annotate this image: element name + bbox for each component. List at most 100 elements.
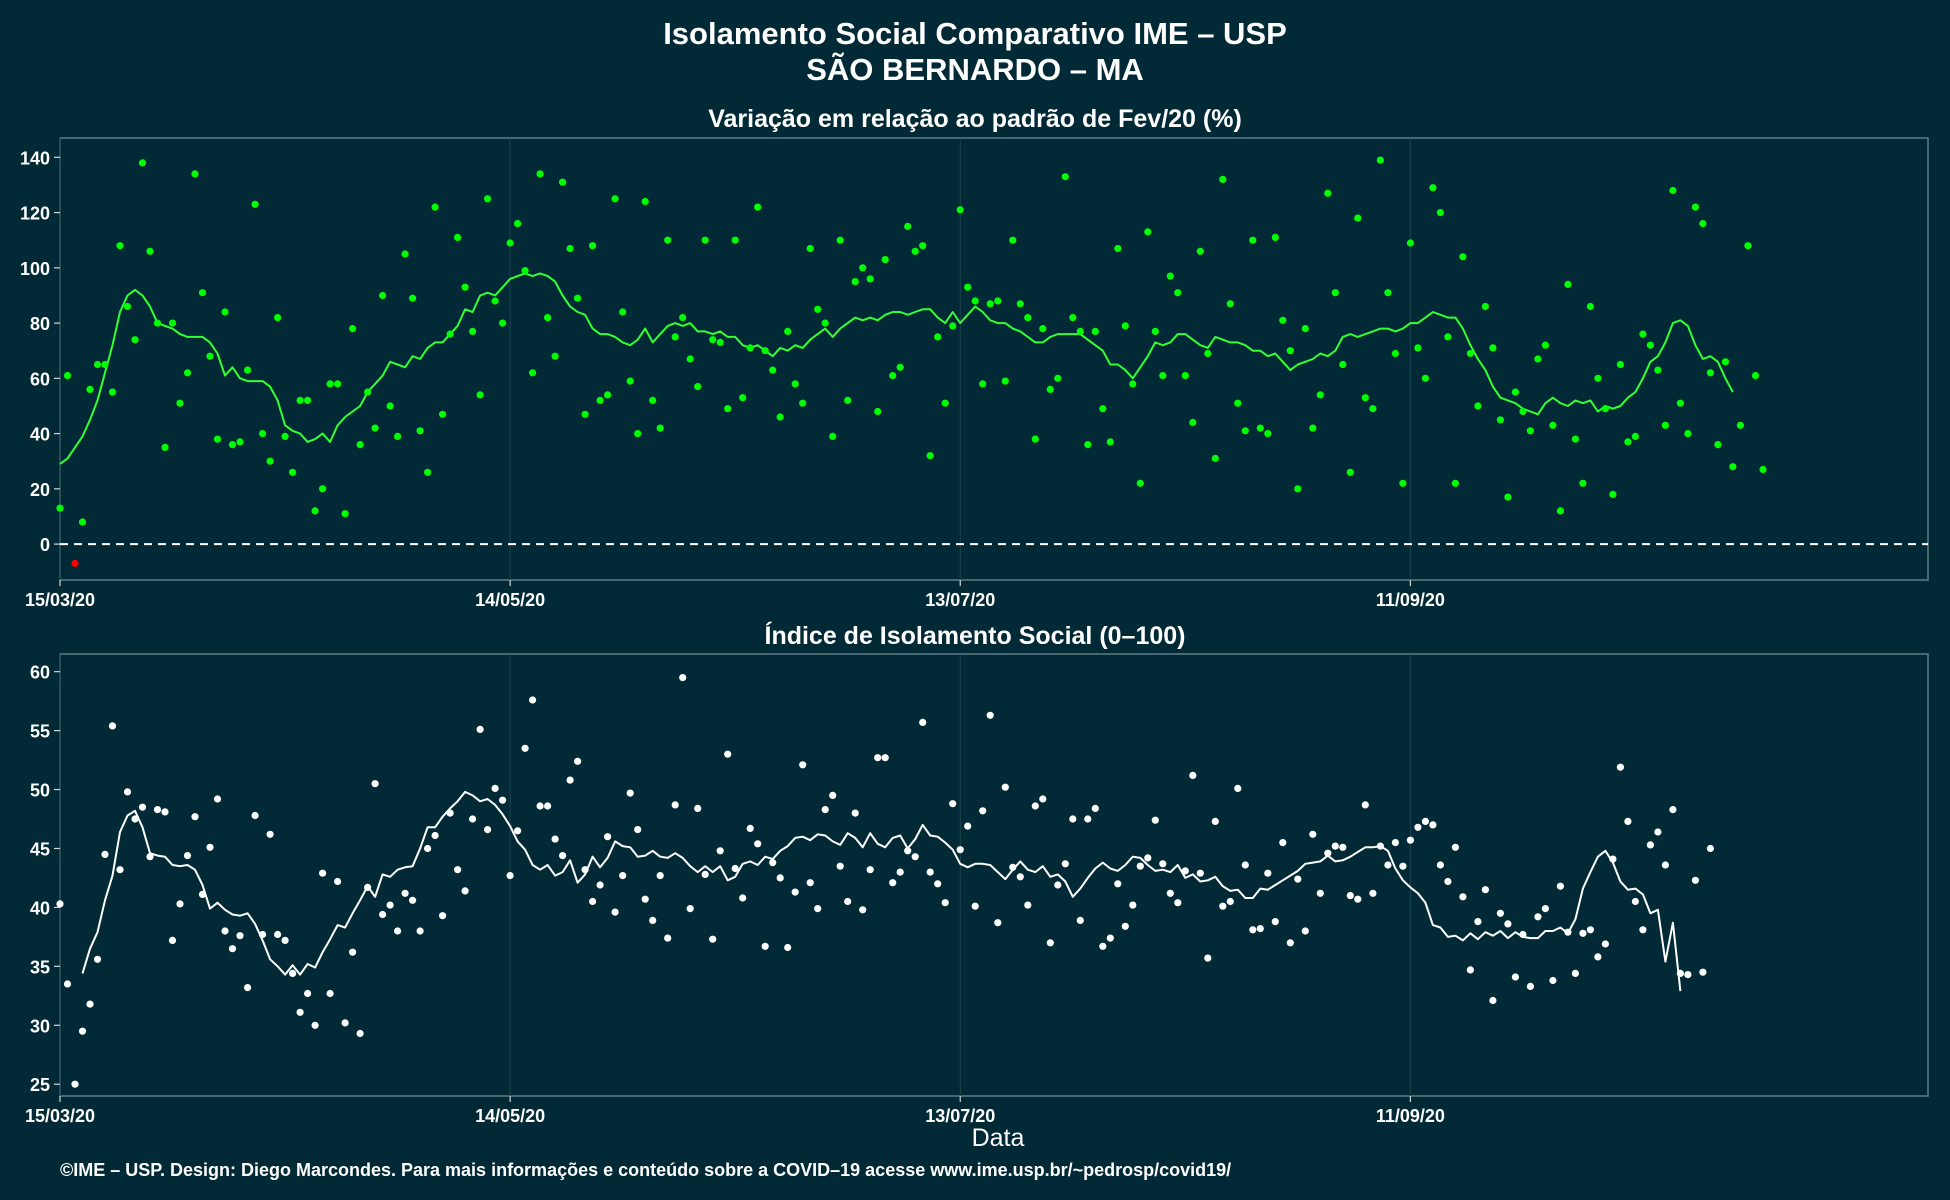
variation-data-point [634,430,642,438]
index-data-point [739,894,747,902]
variation-data-point [1226,300,1234,308]
index-data-point [491,784,499,793]
index-data-point [86,1000,94,1008]
variation-data-point [153,319,162,327]
index-data-point [889,879,897,887]
index-data-point [1279,839,1287,847]
variation-data-point [86,385,94,393]
index-data-point [116,866,124,874]
index-xtick-label-2: 13/07/20 [925,1106,995,1126]
index-data-point [206,843,214,851]
index-data-point [213,795,222,803]
variation-data-point [1676,399,1684,407]
variation-data-point [656,424,664,432]
index-data-point [63,980,72,988]
variation-data-point [934,333,942,341]
index-data-point [664,934,672,942]
index-data-point [56,900,64,908]
variation-data-point [881,256,889,264]
index-data-point [769,859,777,867]
index-data-point [709,935,717,943]
variation-data-point [1594,374,1602,382]
variation-data-point [1759,465,1767,474]
variation-data-point [356,441,364,449]
variation-xtick-label-0: 15/03/20 [25,590,95,610]
index-data-point [761,942,769,950]
index-data-point [956,846,964,854]
index-data-point [236,932,244,940]
variation-data-point [1459,253,1467,261]
index-data-point [1084,815,1092,823]
variation-data-point [1204,349,1212,358]
index-data-point [1039,795,1047,803]
index-data-point [183,852,192,860]
index-data-point [454,866,462,874]
variation-data-point [1316,391,1324,399]
variation-ytick-label-1: 20 [30,480,50,500]
variation-data-point [1534,355,1542,363]
variation-data-point [1054,374,1062,382]
index-data-point [1204,954,1212,962]
index-xtick-label-1: 14/05/20 [475,1106,545,1126]
variation-data-point [191,170,199,178]
variation-data-point [1129,380,1137,388]
index-data-point [1511,973,1519,981]
variation-data-point [1729,463,1737,471]
index-data-point [311,1021,319,1029]
variation-data-point [1706,369,1714,377]
variation-data-point [1631,432,1639,440]
variation-data-point [213,435,222,443]
variation-data-point [1721,358,1729,366]
variation-data-point [619,308,627,316]
index-data-point [1144,854,1152,862]
variation-data-point [251,200,259,208]
index-data-point [589,897,597,906]
index-data-point [1339,843,1347,851]
index-data-point [821,806,829,814]
variation-data-point [1069,314,1077,322]
variation-data-point [604,391,612,399]
variation-data-point [1249,236,1257,244]
index-data-point [1466,966,1474,974]
variation-data-point [236,438,244,446]
index-data-point [724,750,732,758]
variation-xtick-label-2: 13/07/20 [925,590,995,610]
index-data-point [1114,880,1122,888]
index-data-point [1054,881,1062,889]
variation-data-point [1414,344,1422,352]
variation-data-point [1136,479,1144,487]
variation-data-point [386,402,394,410]
variation-data-point [739,394,747,402]
variation-data-point [1661,421,1669,429]
index-data-point [521,744,529,752]
index-data-point [1541,905,1549,913]
index-data-point [1159,860,1167,868]
index-data-point [319,869,327,877]
variation-data-point [1256,424,1264,432]
variation-data-point [56,504,64,512]
variation-data-point [1196,247,1204,255]
variation-data-point [63,372,72,380]
index-data-point [911,853,919,861]
variation-data-point [731,236,739,244]
variation-data-point [1174,289,1182,297]
variation-data-point [409,294,417,302]
index-data-point [566,776,574,784]
variation-data-point [394,432,402,440]
index-data-point [1234,784,1242,793]
index-data-point [1136,862,1144,870]
index-panel: 25 30 35 40 45 50 55 60 15/03/20 14/05/20 13/07/20… [25,653,1929,1126]
variation-data-point [521,267,529,275]
index-data-point [934,880,942,888]
index-data-point [1556,882,1564,890]
variation-data-point [671,333,679,341]
index-data-point [941,899,949,907]
index-data-point [1654,828,1662,836]
index-data-point [1601,940,1609,948]
index-data-point [919,718,927,727]
variation-data-point [791,380,799,388]
index-data-point [926,868,934,876]
index-data-point [716,847,724,855]
index-data-point [1406,836,1414,844]
variation-data-point [1669,186,1677,195]
